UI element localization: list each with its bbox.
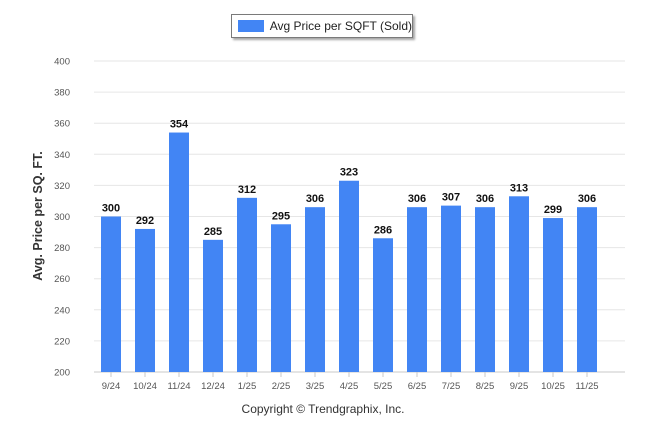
y-tick-label: 320 xyxy=(54,181,70,192)
y-tick-label: 380 xyxy=(54,88,70,99)
bar-value-label: 292 xyxy=(136,215,154,227)
bar-value-label: 300 xyxy=(102,203,120,215)
bar[interactable] xyxy=(441,205,461,372)
legend-label: Avg Price per SQFT (Sold) xyxy=(269,19,412,33)
x-tick-label: 4/25 xyxy=(340,381,359,392)
x-tick-label: 11/24 xyxy=(167,381,190,392)
bars xyxy=(101,132,597,373)
x-tick-label: 1/25 xyxy=(238,381,257,392)
bar-value-label: 306 xyxy=(306,193,324,205)
bar-value-label: 306 xyxy=(408,193,426,205)
copyright-footer: Copyright © Trendgraphix, Inc. xyxy=(241,402,405,416)
y-tick-label: 260 xyxy=(54,274,70,285)
legend[interactable]: Avg Price per SQFT (Sold) xyxy=(231,14,413,38)
bar[interactable] xyxy=(305,207,325,372)
y-tick-label: 220 xyxy=(54,336,70,347)
bar-value-label: 323 xyxy=(340,167,358,179)
bar[interactable] xyxy=(339,180,359,372)
bar-value-label: 299 xyxy=(544,204,562,216)
x-tick-label: 7/25 xyxy=(442,381,461,392)
bar[interactable] xyxy=(407,207,427,372)
y-tick-label: 280 xyxy=(54,243,70,254)
y-tick-label: 300 xyxy=(54,212,70,223)
y-tick-label: 240 xyxy=(54,305,70,316)
x-tick-label: 5/25 xyxy=(374,381,393,392)
bar-value-label: 286 xyxy=(374,224,392,236)
bar[interactable] xyxy=(169,132,189,372)
bar-value-label: 307 xyxy=(442,192,460,204)
x-tick-label: 11/25 xyxy=(575,381,598,392)
x-axis-ticks: 9/24 10/24 11/24 12/24 1/25 2/25 3/25 4/25 5/25 6… xyxy=(102,372,599,392)
bar[interactable] xyxy=(577,207,597,372)
bar-value-label: 285 xyxy=(204,226,222,238)
bar[interactable] xyxy=(475,207,495,372)
legend-swatch xyxy=(238,20,264,32)
x-tick-label: 10/24 xyxy=(133,381,157,392)
bar-value-label: 312 xyxy=(238,184,256,196)
bar-value-label: 295 xyxy=(272,210,290,222)
data-labels: 300 292 354 285 312 295 306 323 286 306 307 306 313 2… xyxy=(102,119,596,238)
y-tick-label: 340 xyxy=(54,150,70,161)
bar[interactable] xyxy=(135,228,155,372)
bar-value-label: 306 xyxy=(476,193,494,205)
bar[interactable] xyxy=(509,196,529,372)
bar-value-label: 313 xyxy=(510,182,528,194)
bar[interactable] xyxy=(203,239,223,372)
x-tick-label: 12/24 xyxy=(201,381,225,392)
y-tick-label: 360 xyxy=(54,119,70,130)
x-tick-label: 3/25 xyxy=(306,381,325,392)
x-tick-label: 8/25 xyxy=(476,381,495,392)
y-tick-label: 200 xyxy=(54,368,70,379)
bar[interactable] xyxy=(271,224,291,372)
x-tick-label: 9/24 xyxy=(102,381,121,392)
x-tick-label: 10/25 xyxy=(541,381,565,392)
bar[interactable] xyxy=(237,197,257,372)
bar-value-label: 354 xyxy=(170,119,189,131)
bar[interactable] xyxy=(101,216,121,373)
bar-value-label: 306 xyxy=(578,193,596,205)
bar[interactable] xyxy=(543,218,563,372)
y-axis-title: Avg. Price per SQ. FT. xyxy=(31,151,45,280)
y-tick-label: 400 xyxy=(54,57,70,68)
x-tick-label: 2/25 xyxy=(272,381,291,392)
bar[interactable] xyxy=(373,238,393,372)
x-tick-label: 6/25 xyxy=(408,381,427,392)
y-axis-ticks: 200 220 240 260 280 300 320 340 360 380 400 xyxy=(54,57,70,379)
x-tick-label: 9/25 xyxy=(510,381,529,392)
